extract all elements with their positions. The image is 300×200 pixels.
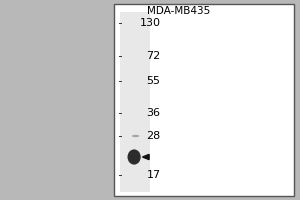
Ellipse shape <box>128 149 141 165</box>
Text: 17: 17 <box>146 170 161 180</box>
Text: MDA-MB435: MDA-MB435 <box>147 6 210 16</box>
Text: 72: 72 <box>146 51 161 61</box>
Text: 36: 36 <box>146 108 161 118</box>
Polygon shape <box>142 154 149 160</box>
Bar <box>114 4 294 196</box>
Text: 28: 28 <box>146 131 161 141</box>
Bar <box>120 12 150 192</box>
Text: 55: 55 <box>146 76 161 86</box>
Text: 130: 130 <box>140 18 160 28</box>
Ellipse shape <box>132 135 139 137</box>
